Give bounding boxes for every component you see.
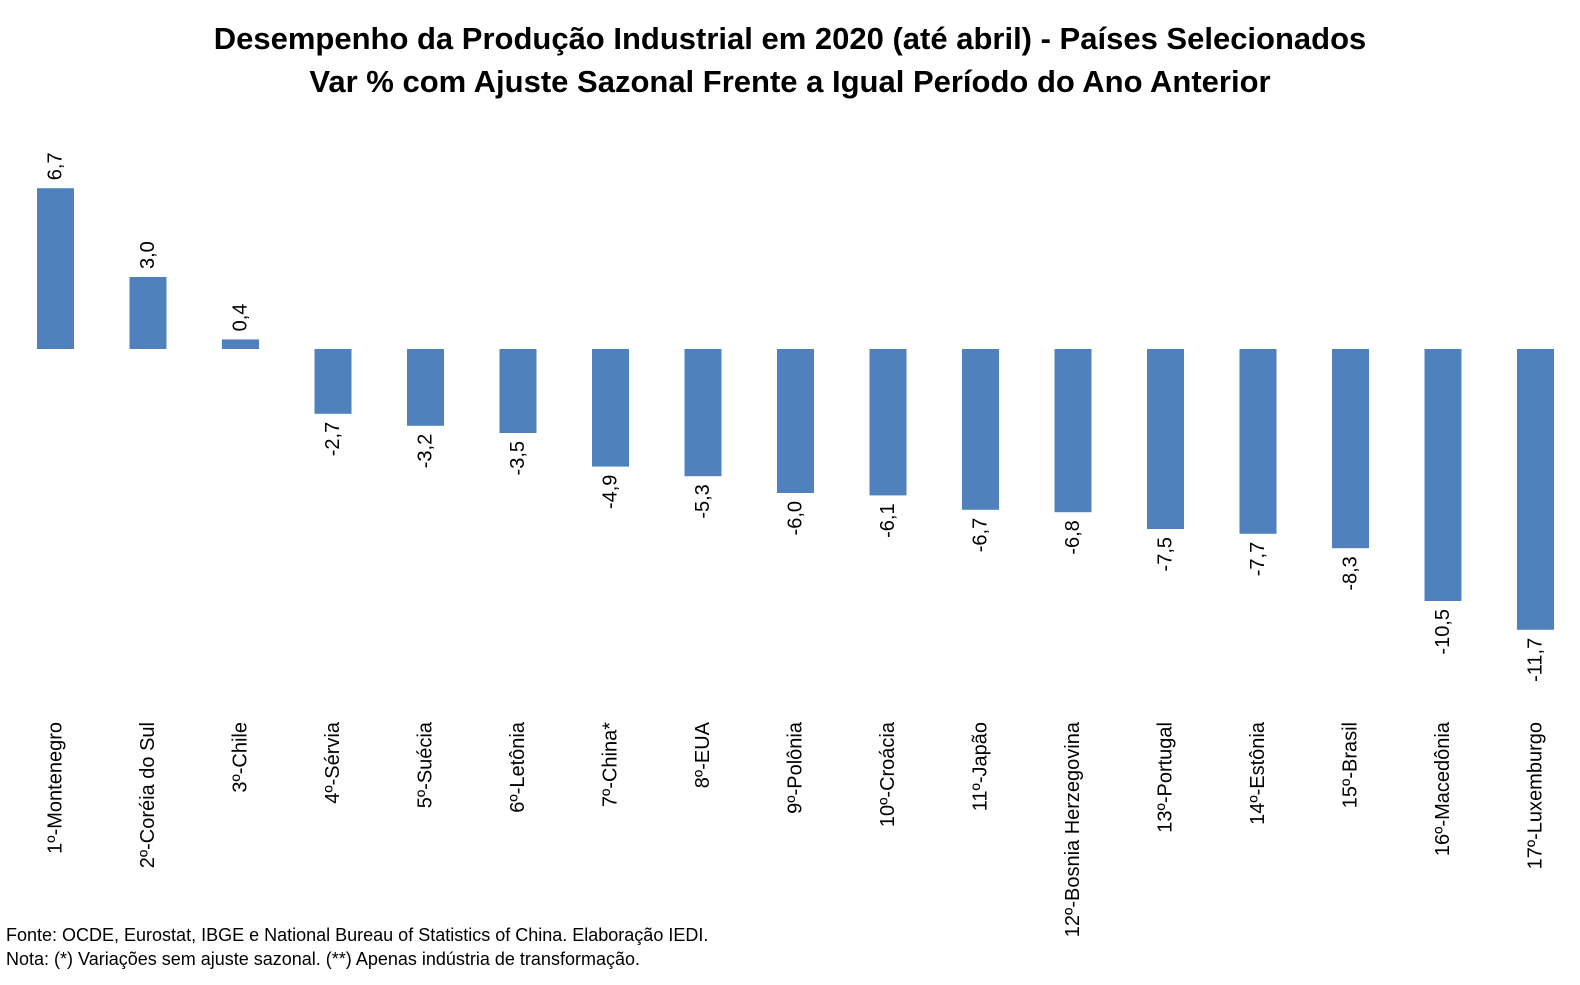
chart-subtitle: Var % com Ajuste Sazonal Frente a Igual … [309,64,1271,99]
data-label-14: -7,7 [1247,542,1269,576]
category-label-11: 11º-Japão [970,722,992,811]
bar-7 [592,349,629,467]
category-label-17: 17º-Luxemburgo [1525,722,1547,869]
category-label-4: 4º-Sérvia [322,721,344,804]
bar-2 [129,277,167,349]
category-label-1: 1º-Montenegro [45,722,67,854]
category-label-9: 9º-Polônia [785,721,807,814]
data-label-11: -6,7 [970,518,992,552]
category-label-6: 6º-Letônia [507,721,529,813]
category-label-5: 5º-Suécia [415,721,437,808]
category-label-2: 2º-Coréia do Sul [137,722,159,868]
bar-12 [1054,349,1092,513]
category-label-12: 12º-Bosnia Herzegovina [1062,721,1084,937]
source-note: Fonte: OCDE, Eurostat, IBGE e National B… [6,925,709,945]
data-label-17: -11,7 [1525,638,1547,682]
category-label-14: 14º-Estônia [1247,721,1269,825]
bar-8 [684,349,722,477]
bar-14 [1239,349,1277,534]
category-label-16: 16º-Macedônia [1432,721,1454,856]
bar-6 [499,349,537,433]
bar-3 [222,339,259,349]
data-label-5: -3,2 [415,434,437,468]
category-label-15: 15º-Brasil [1340,722,1362,808]
bar-13 [1147,349,1184,529]
bar-11 [962,349,999,510]
bar-4 [314,349,352,414]
data-label-6: -3,5 [507,441,529,475]
data-label-4: -2,7 [322,422,344,456]
bar-17 [1517,349,1554,630]
data-label-12: -6,8 [1062,520,1084,554]
data-label-15: -8,3 [1340,556,1362,590]
bar-5 [407,349,444,426]
data-label-2: 3,0 [137,241,159,269]
data-label-10: -6,1 [877,503,899,537]
data-label-7: -4,9 [600,475,622,509]
bar-10 [869,349,907,496]
category-label-10: 10º-Croácia [877,721,899,827]
data-label-1: 6,7 [45,152,67,180]
category-label-8: 8º-EUA [692,721,714,788]
bar-15 [1332,349,1369,549]
data-label-3: 0,4 [230,304,252,332]
footnote: Nota: (*) Variações sem ajuste sazonal. … [6,949,640,969]
bar-1 [37,188,74,349]
bar-16 [1424,349,1462,601]
chart-title: Desempenho da Produção Industrial em 202… [213,21,1367,56]
category-label-7: 7º-China* [600,722,622,807]
data-label-8: -5,3 [692,484,714,518]
data-label-16: -10,5 [1432,609,1454,655]
bar-9 [777,349,814,493]
category-label-3: 3º-Chile [230,722,252,793]
data-label-9: -6,0 [785,501,807,535]
category-label-13: 13º-Portugal [1155,722,1177,833]
data-label-13: -7,5 [1155,537,1177,571]
